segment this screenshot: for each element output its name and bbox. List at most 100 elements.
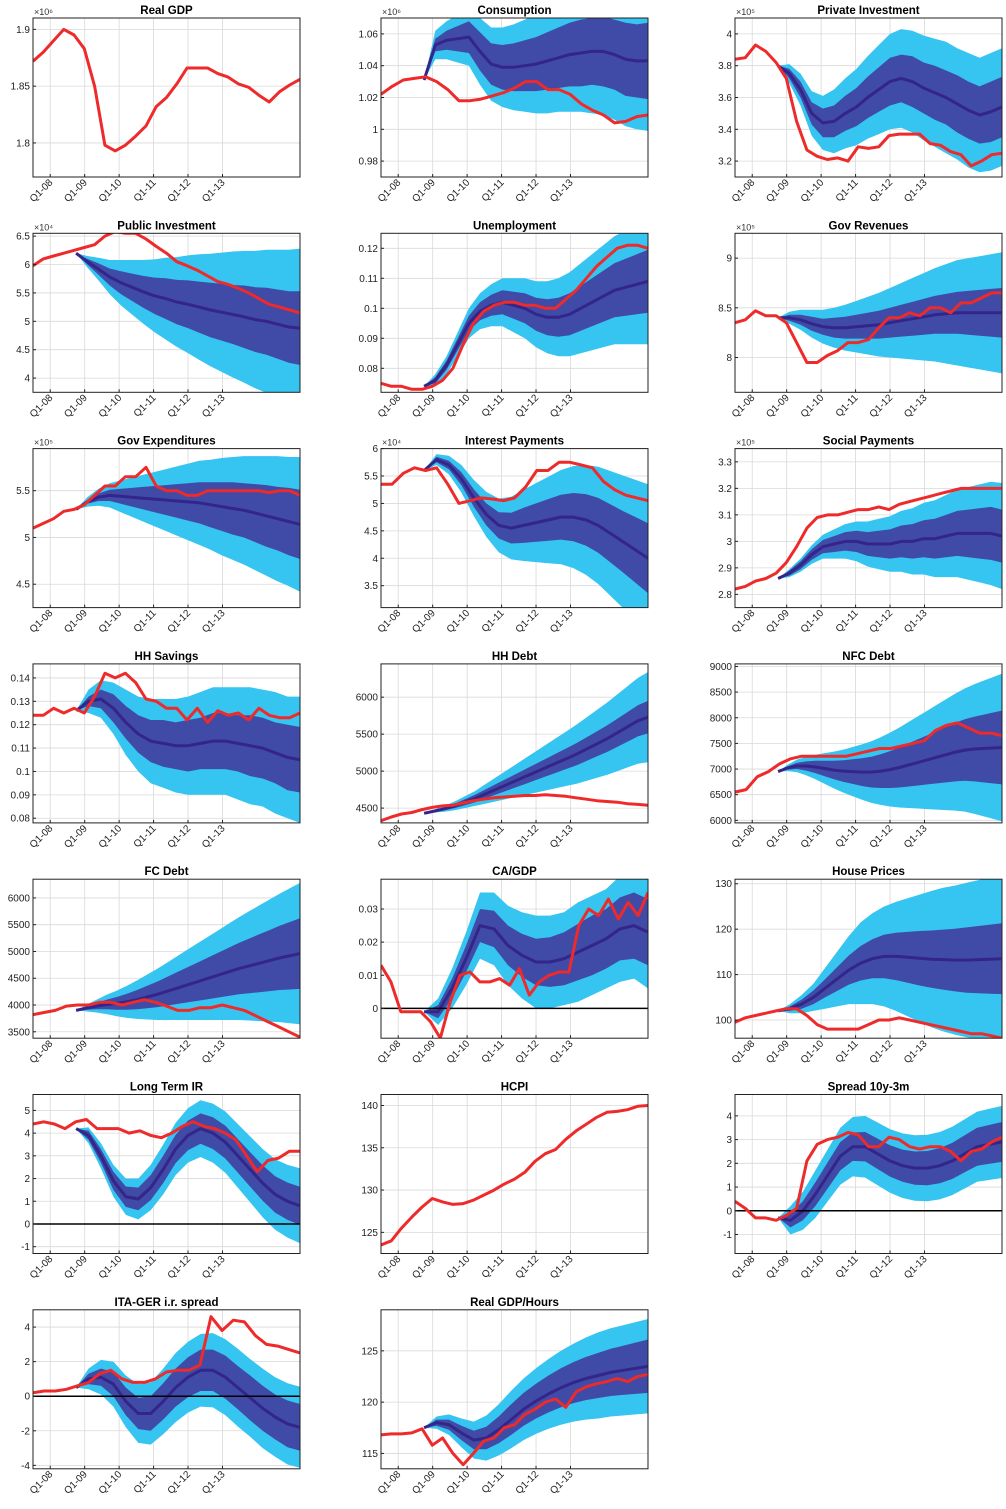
- x-tick-label: Q1-13: [902, 1254, 930, 1282]
- y-tick-label: 4500: [356, 804, 379, 815]
- x-tick-label: Q1-13: [200, 1469, 228, 1497]
- y-tick-label: 135: [361, 1143, 378, 1154]
- x-tick-label: Q1-11: [834, 1254, 861, 1281]
- series-layer: [33, 233, 300, 393]
- series-layer: [381, 454, 648, 608]
- x-tick-label: Q1-09: [764, 1038, 792, 1066]
- y-tick-label: 4: [726, 1111, 732, 1122]
- x-tick-label: Q1-12: [868, 1254, 896, 1282]
- x-tick-label: Q1-13: [200, 1038, 228, 1066]
- x-tick-label: Q1-10: [445, 177, 473, 205]
- y-tick-label: 3.5: [364, 581, 378, 592]
- chart-panel: 115 120 125 Q1-08 Q1-09 Q1-10 Q1-11 Q1-12 Q1-13 R…: [361, 1297, 649, 1497]
- x-tick-label: Q1-10: [97, 1038, 125, 1066]
- median-line: [75, 493, 300, 526]
- x-tick-label: Q1-11: [480, 1254, 507, 1281]
- x-tick-label: Q1-08: [730, 177, 758, 205]
- median-line: [777, 1140, 1002, 1222]
- x-tick-label: Q1-13: [548, 1469, 576, 1497]
- inner-band: [76, 918, 300, 1011]
- x-tick-label: Q1-13: [200, 608, 228, 636]
- y-tick-label: 7000: [710, 765, 733, 776]
- y-tick-label: 1: [372, 125, 378, 136]
- x-tick-label: Q1-10: [97, 177, 125, 205]
- series-layer: [33, 456, 300, 592]
- y-tick-label: 5000: [8, 947, 31, 958]
- y-tick-label: 2.8: [718, 590, 732, 601]
- median-line: [778, 311, 1002, 330]
- axes-frame: [32, 1309, 301, 1470]
- chart-panel: 0.98 1 1.02 1.04 1.06 Q1-08 Q1-09 Q1-10 Q1-11 Q1-…: [359, 5, 649, 205]
- series-layer: [381, 18, 648, 131]
- series-layer: [381, 672, 648, 823]
- x-tick-label: Q1-13: [902, 823, 930, 851]
- y-tick-label: 1.04: [359, 61, 379, 72]
- chart-panel: -1 0 1 2 3 4 5 Q1-08 Q1-09 Q1-10 Q1-11 Q1-12 Q1-13 Lo…: [21, 1082, 301, 1282]
- x-tick-label: Q1-12: [514, 1038, 542, 1066]
- y-tick-label: 0: [24, 1392, 30, 1403]
- y-tick-label: 8: [726, 353, 732, 364]
- x-tick-label: Q1-12: [166, 1469, 194, 1497]
- x-tick-label: Q1-13: [548, 1254, 576, 1282]
- series-layer: [381, 879, 648, 1039]
- chart-title: NFC Debt: [842, 651, 895, 663]
- x-tick-label: Q1-09: [62, 823, 90, 851]
- y-tick-label: 4.5: [16, 580, 30, 591]
- x-tick-label: Q1-10: [799, 177, 827, 205]
- y-tick-label: 0.11: [359, 274, 378, 285]
- chart-panel: 3500 4000 4500 5000 5500 6000 Q1-08 Q1-09 Q1-10 Q…: [8, 866, 301, 1066]
- axes-frame: [734, 878, 1003, 1039]
- x-tick-label: Q1-13: [548, 392, 576, 420]
- inner-band: [424, 1339, 648, 1450]
- y-tick-label: 0.1: [16, 767, 30, 778]
- x-tick-label: Q1-12: [166, 1038, 194, 1066]
- median-line: [777, 954, 1002, 1013]
- x-tick-label: Q1-11: [480, 823, 507, 850]
- actual-line: [381, 1104, 648, 1247]
- outer-band: [424, 672, 648, 814]
- inner-band: [424, 892, 648, 1019]
- median-line: [75, 1127, 300, 1208]
- x-tick-label: Q1-09: [764, 392, 792, 420]
- y-tick-label: 5500: [356, 730, 379, 741]
- axes-frame: [380, 1094, 649, 1254]
- axes-frame: [380, 1309, 649, 1470]
- median-line: [777, 746, 1002, 774]
- actual-line: [33, 1118, 300, 1174]
- y-tick-label: 3.6: [718, 93, 732, 104]
- chart-title: Public Investment: [117, 220, 216, 232]
- x-tick-label: Q1-09: [62, 608, 90, 636]
- y-tick-label: -1: [723, 1230, 732, 1241]
- axes-frame: [380, 232, 649, 393]
- y-tick-label: 0.02: [359, 938, 379, 949]
- y-tick-label: 8.5: [718, 303, 732, 314]
- y-tick-label: 120: [361, 1398, 378, 1409]
- median-line: [422, 35, 648, 81]
- x-tick-label: Q1-11: [132, 177, 159, 204]
- x-tick-label: Q1-12: [868, 823, 896, 851]
- axis-multiplier: ×10⁶: [382, 7, 401, 17]
- chart-panel: 0.08 0.09 0.1 0.11 0.12 Q1-08 Q1-09 Q1-10 Q1-11 Q…: [359, 220, 649, 420]
- series-layer: [33, 671, 300, 823]
- y-tick-label: 4.5: [16, 345, 30, 356]
- actual-line: [381, 1372, 648, 1467]
- chart-title: HH Savings: [135, 651, 199, 663]
- x-tick-label: Q1-12: [166, 1254, 194, 1282]
- x-tick-label: Q1-09: [410, 1038, 438, 1066]
- y-tick-label: 8000: [710, 713, 733, 724]
- x-tick-label: Q1-12: [514, 1254, 542, 1282]
- y-tick-label: 0: [726, 1206, 732, 1217]
- x-tick-label: Q1-09: [62, 177, 90, 205]
- y-tick-label: 3500: [8, 1027, 31, 1038]
- x-tick-label: Q1-10: [445, 1254, 473, 1282]
- x-tick-label: Q1-08: [376, 177, 404, 205]
- x-tick-label: Q1-12: [514, 823, 542, 851]
- y-tick-label: 1.02: [359, 93, 379, 104]
- y-tick-label: 4: [372, 554, 378, 565]
- x-tick-label: Q1-13: [200, 1254, 228, 1282]
- y-tick-label: 1.85: [11, 82, 31, 93]
- chart-title: HCPI: [501, 1082, 528, 1094]
- axes-frame: [380, 663, 649, 824]
- x-tick-label: Q1-11: [834, 392, 861, 419]
- axis-multiplier: ×10⁵: [34, 438, 53, 448]
